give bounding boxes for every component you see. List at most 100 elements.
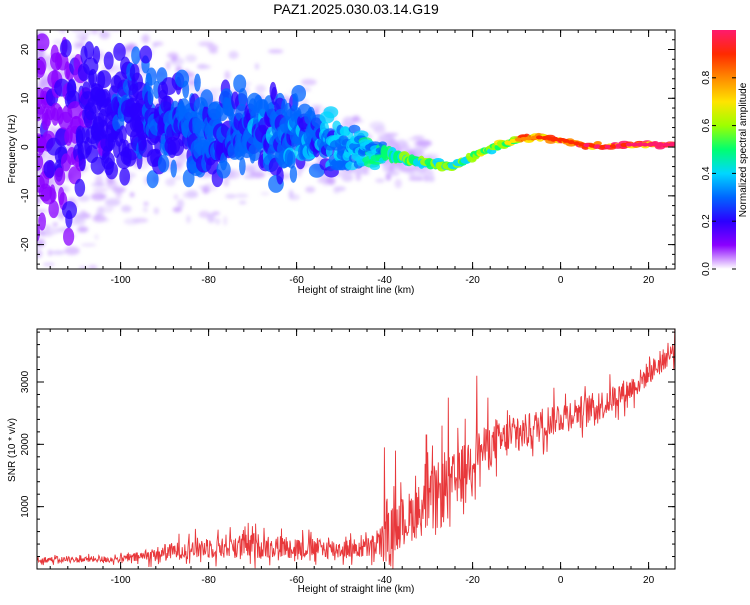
ridge-core-blob: [578, 142, 586, 147]
ridge-blob: [37, 223, 41, 242]
snr-x-tick-label: 0: [558, 575, 564, 586]
snr-x-ticks: -100 -80 -60 -40 -20 0 20: [49, 329, 667, 586]
noise-blob: [378, 137, 391, 142]
ridge-core-blob: [667, 142, 675, 147]
noise-blob: [176, 199, 185, 209]
ridge-blob: [103, 51, 114, 70]
noise-blob: [397, 166, 411, 171]
spectrogram-x-tick-label: -60: [289, 275, 304, 286]
ridge-core-blob: [551, 137, 559, 142]
noise-blob: [88, 4, 94, 8]
noise-blob: [34, 300, 40, 310]
ridge-blob: [323, 106, 339, 119]
noise-blob: [300, 78, 317, 86]
noise-blob: [141, 34, 150, 44]
ridge-core-blob: [609, 144, 617, 149]
noise-blob: [104, 15, 111, 23]
ridge-core-blob: [594, 144, 602, 149]
noise-blob: [175, 9, 184, 14]
spectrogram-x-label: Height of straight line (km): [298, 285, 415, 296]
spectrogram-marks: [33, 2, 675, 310]
ridge-core-blob: [620, 142, 628, 147]
noise-blob: [73, 40, 81, 50]
noise-blob: [207, 44, 219, 52]
ridge-blob: [54, 167, 66, 186]
ridge-blob: [194, 73, 201, 92]
noise-blob: [234, 193, 249, 199]
noise-blob: [73, 12, 88, 21]
spectrogram-x-tick-label: -80: [201, 275, 216, 286]
spectrogram-ridge: [37, 30, 675, 246]
noise-blob: [197, 185, 209, 189]
ridge-blob: [49, 184, 56, 203]
noise-blob: [59, 30, 66, 34]
noise-blob: [39, 276, 47, 284]
noise-blob: [80, 243, 97, 247]
ridge-blob: [74, 178, 86, 197]
noise-blob: [369, 121, 385, 131]
noise-blob: [305, 186, 316, 193]
ridge-core-blob: [615, 143, 623, 148]
noise-blob: [45, 227, 60, 235]
noise-blob: [222, 177, 230, 187]
noise-blob: [54, 6, 68, 16]
ridge-blob: [113, 42, 126, 61]
ridge-core-blob: [604, 144, 612, 149]
ridge-blob: [369, 163, 381, 171]
colorbar-tick-label: 0.6: [701, 118, 712, 132]
noise-blob: [94, 181, 104, 187]
ridge-blob: [147, 87, 154, 106]
noise-blob: [408, 177, 424, 181]
noise-blob: [64, 246, 80, 256]
noise-blob: [196, 63, 208, 70]
noise-blob: [118, 14, 122, 22]
noise-blob: [81, 31, 92, 35]
ridge-blob: [170, 159, 177, 178]
noise-blob: [224, 70, 231, 80]
noise-blob: [123, 218, 140, 225]
noise-blob: [341, 173, 354, 182]
ridge-blob: [219, 152, 228, 171]
noise-blob: [288, 189, 294, 200]
noise-blob: [255, 84, 266, 94]
spectrogram-x-tick-label: 20: [643, 275, 655, 286]
noise-blob: [37, 195, 41, 206]
noise-blob: [143, 206, 148, 213]
ridge-core-blob: [514, 137, 522, 142]
spectrogram-frame: [36, 29, 676, 270]
spectrogram-x-tick-label: 0: [558, 275, 564, 286]
ridge-blob: [38, 212, 47, 231]
noise-blob: [310, 104, 323, 109]
noise-blob: [104, 198, 121, 207]
noise-blob: [98, 205, 114, 213]
spectrogram-y-ticks: -20 -10 0 10 20: [20, 29, 675, 265]
ridge-blob: [289, 165, 298, 183]
ridge-core-blob: [525, 136, 533, 141]
noise-blob: [71, 30, 84, 33]
noise-blob: [228, 50, 239, 60]
ridge-blob: [88, 68, 98, 87]
ridge-blob: [118, 125, 127, 144]
noise-blob: [91, 30, 99, 35]
snr-x-label: Height of straight line (km): [298, 584, 415, 595]
ridge-blob: [92, 45, 101, 64]
noise-blob: [355, 172, 362, 182]
noise-blob: [37, 240, 40, 249]
spectrogram-y-tick-label: 0: [20, 144, 31, 150]
noise-blob: [42, 262, 55, 267]
noise-blob: [37, 238, 45, 247]
noise-blob: [55, 13, 67, 16]
noise-blob: [73, 2, 85, 9]
noise-blob: [153, 207, 159, 215]
ridge-blob: [61, 201, 78, 220]
noise-blob: [165, 177, 176, 187]
snr-panel: -100 -80 -60 -40 -20 0 20 1000 2000 3000 Height …: [7, 328, 676, 595]
noise-blob: [167, 52, 179, 59]
noise-blob: [49, 125, 55, 132]
ridge-blob: [593, 140, 602, 146]
noise-blob: [225, 194, 237, 199]
noise-blob: [33, 285, 41, 289]
noise-blob: [99, 218, 110, 222]
ridge-blob: [78, 153, 86, 172]
